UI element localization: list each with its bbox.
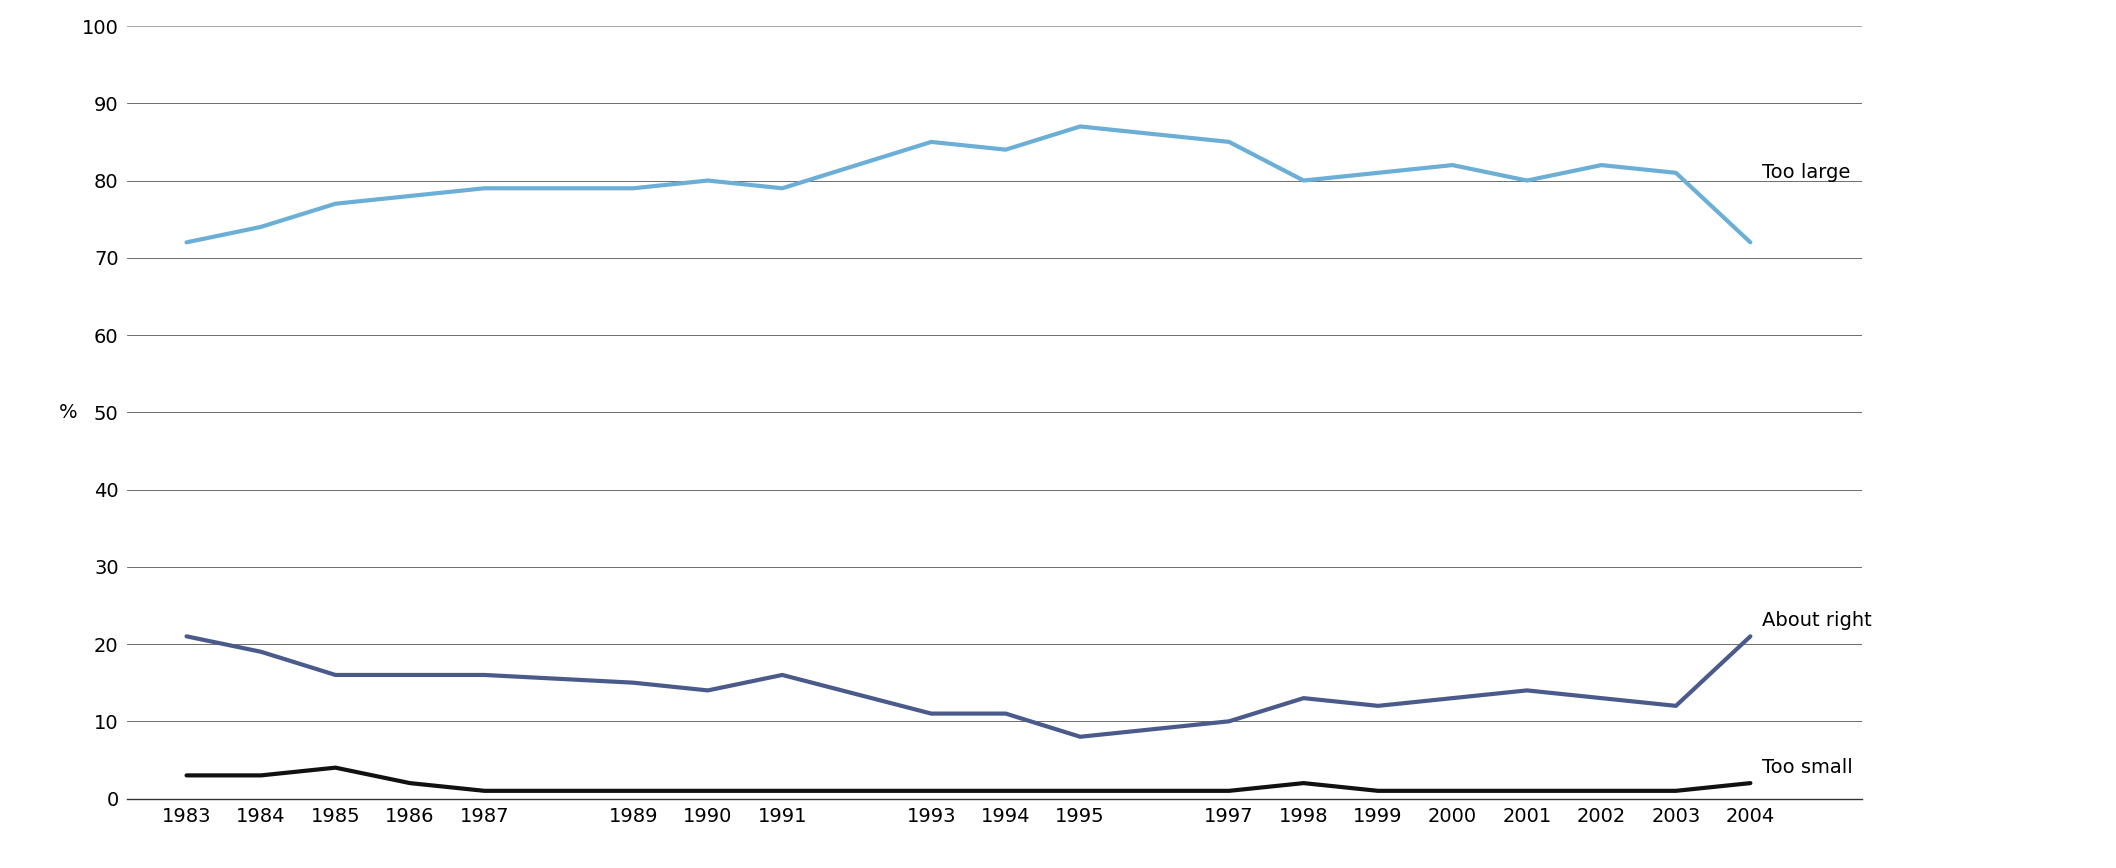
Text: Too large: Too large [1761, 163, 1849, 182]
Text: Too small: Too small [1761, 758, 1852, 777]
Y-axis label: %: % [59, 403, 76, 422]
Text: About right: About right [1761, 611, 1871, 630]
